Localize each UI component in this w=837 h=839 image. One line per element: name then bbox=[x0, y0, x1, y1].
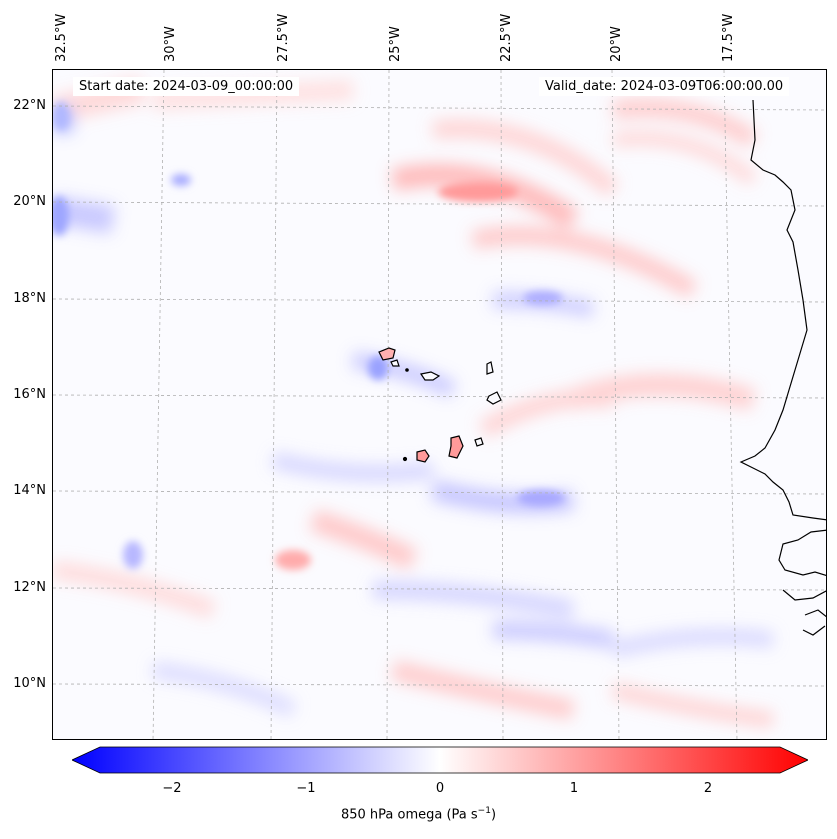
lat-label-14n: 14°N bbox=[13, 483, 46, 498]
africa-coastline bbox=[739, 99, 826, 521]
colorbar bbox=[72, 746, 808, 774]
lat-label-10n: 10°N bbox=[13, 676, 46, 691]
cape-verde-islands bbox=[378, 347, 502, 463]
africa-coastline-south bbox=[778, 529, 826, 636]
lon-label-25w: 25°W bbox=[388, 26, 403, 62]
lat-label-18n: 18°N bbox=[13, 291, 46, 306]
omega-field bbox=[53, 70, 826, 739]
colorbar-tick-2: 2 bbox=[703, 781, 713, 796]
map-panel bbox=[52, 69, 827, 740]
colorbar-tick-1: 1 bbox=[569, 781, 579, 796]
start-date-label: Start date: 2024-03-09_00:00:00 bbox=[73, 77, 300, 96]
colorbar-tick-neg1: −1 bbox=[296, 781, 316, 796]
colorbar-tick-neg2: −2 bbox=[162, 781, 182, 796]
valid-date-label: Valid_date: 2024-03-09T06:00:00.00 bbox=[539, 77, 790, 96]
colorbar-tick-0: 0 bbox=[435, 781, 445, 796]
colorbar-label: 850 hPa omega (Pa s−1) bbox=[0, 806, 837, 822]
lat-label-16n: 16°N bbox=[13, 387, 46, 402]
gridlines bbox=[53, 70, 826, 739]
lat-label-20n: 20°N bbox=[13, 194, 46, 209]
lon-label-17-5w: 17.5°W bbox=[721, 13, 736, 62]
colorbar-label-sup: −1 bbox=[477, 806, 491, 816]
lon-label-22-5w: 22.5°W bbox=[499, 13, 514, 62]
colorbar-label-end: ) bbox=[490, 807, 497, 823]
colorbar-label-text: 850 hPa omega (Pa s bbox=[340, 807, 478, 823]
lat-label-12n: 12°N bbox=[13, 580, 46, 595]
lat-label-22n: 22°N bbox=[13, 98, 46, 113]
lon-label-20w: 20°W bbox=[609, 26, 624, 62]
lon-label-30w: 30°W bbox=[163, 26, 178, 62]
lon-label-32-5w: 32.5°W bbox=[54, 13, 69, 62]
lon-label-27-5w: 27.5°W bbox=[276, 13, 291, 62]
